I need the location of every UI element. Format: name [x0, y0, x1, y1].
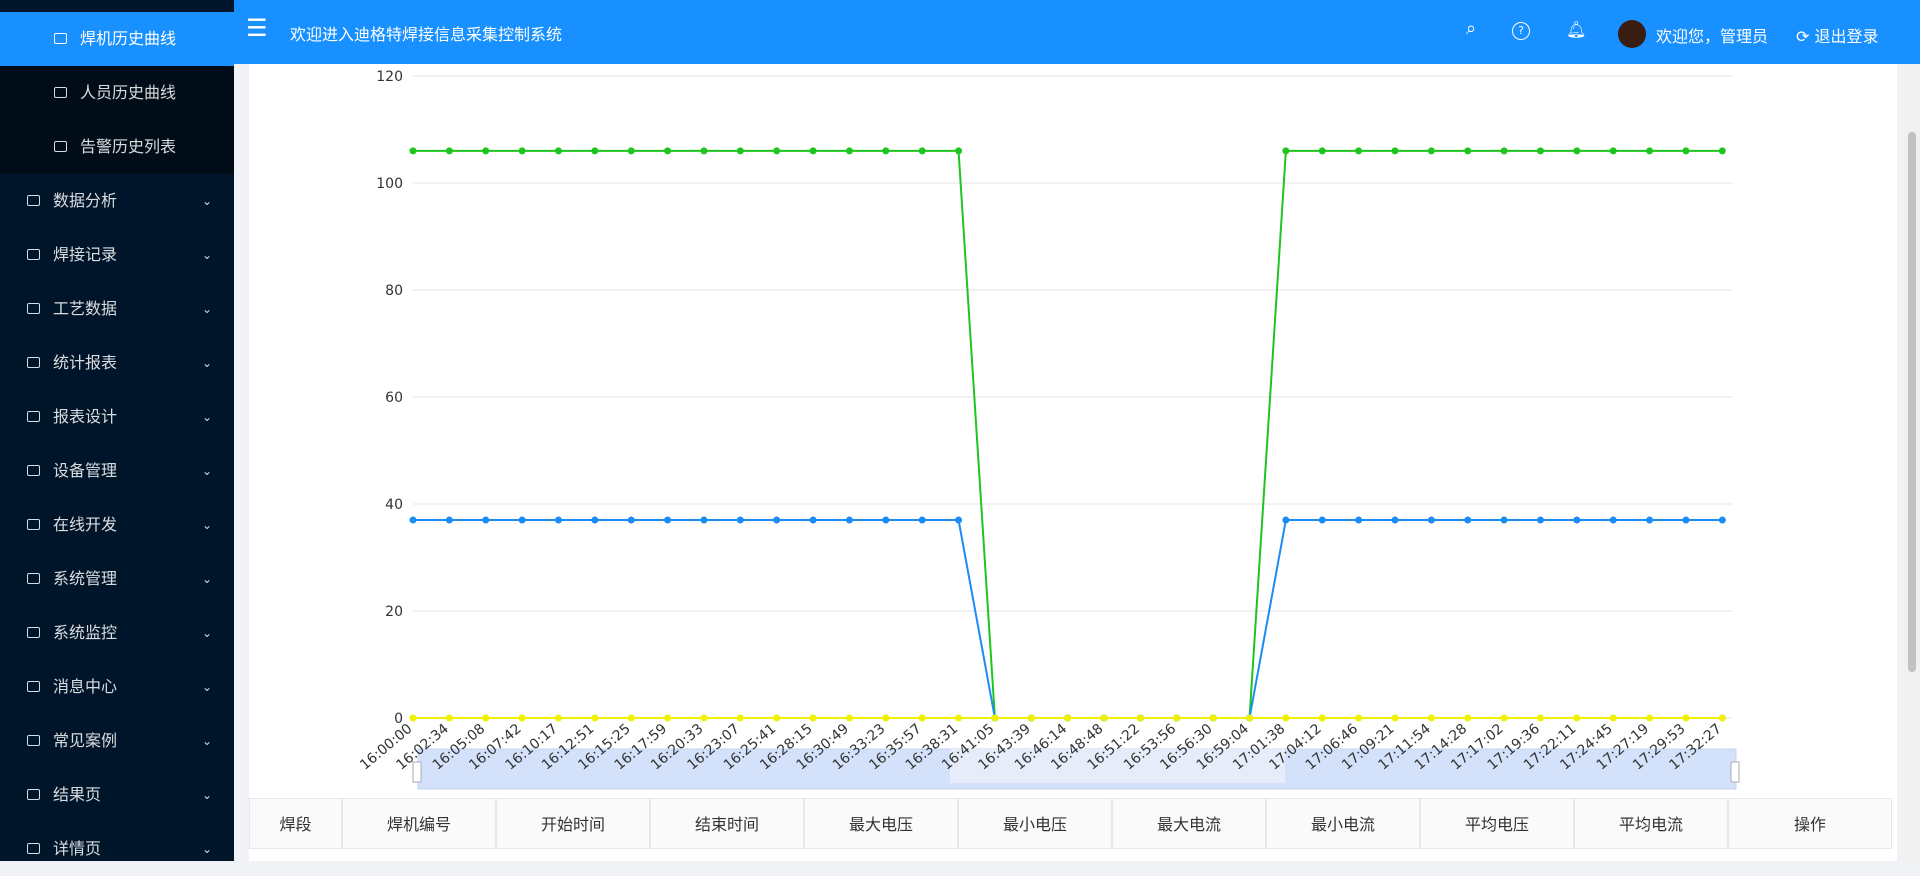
- menu-item[interactable]: 消息中心 ⌄: [0, 660, 234, 714]
- logout-text[interactable]: 退出登录: [1814, 27, 1879, 46]
- menu-arrow: ⌄: [201, 680, 212, 694]
- menu-label: 数据分析: [53, 191, 118, 210]
- menu-label: 在线开发: [53, 515, 118, 534]
- menu-icon: [27, 249, 40, 260]
- table-header-cell: 焊段: [249, 798, 342, 849]
- table-header-cell: 平均电流: [1574, 798, 1728, 849]
- menu-item[interactable]: 在线开发 ⌄: [0, 498, 234, 552]
- menu-item[interactable]: 工艺数据 ⌄: [0, 282, 234, 336]
- table-header-cell: 最大电流: [1112, 798, 1266, 849]
- table-header-cell: 结束时间: [650, 798, 804, 849]
- menu-label: 详情页: [53, 839, 102, 858]
- menu-arrow: ⌄: [201, 356, 212, 370]
- menu-item[interactable]: 焊机历史曲线: [0, 12, 234, 66]
- bell-icon[interactable]: 🔔︎: [1566, 20, 1587, 39]
- menu-arrow: ⌄: [201, 302, 212, 316]
- menu-label: 焊机历史曲线: [80, 29, 177, 48]
- menu-item[interactable]: 系统管理 ⌄: [0, 552, 234, 606]
- scrollbar[interactable]: [1903, 64, 1920, 861]
- menu-label: 工艺数据: [53, 299, 118, 318]
- menu-arrow: ⌄: [201, 626, 212, 640]
- menu-item[interactable]: 焊接记录 ⌄: [0, 228, 234, 282]
- header: ☰ 欢迎进入迪格特焊接信息采集控制系统 ⌕ ? 🔔︎ 欢迎您，管理员 ⟳ 退出登…: [234, 0, 1920, 64]
- menu-label: 告警历史列表: [80, 137, 177, 156]
- menu-icon: [54, 141, 67, 152]
- menu-item[interactable]: 结果页 ⌄: [0, 768, 234, 822]
- menu-item[interactable]: 数据分析 ⌄: [0, 174, 234, 228]
- menu-icon: [54, 87, 67, 98]
- menu-label: 消息中心: [53, 677, 118, 696]
- menu-item[interactable]: 人员历史曲线: [0, 66, 234, 120]
- search-icon[interactable]: ⌕: [1466, 18, 1477, 39]
- menu-label: 系统监控: [53, 623, 118, 642]
- menu-icon: [54, 33, 67, 44]
- menu-item[interactable]: 统计报表 ⌄: [0, 336, 234, 390]
- table-header-cell: 最小电压: [958, 798, 1112, 849]
- help-icon[interactable]: ?: [1512, 22, 1530, 40]
- menu-label: 常见案例: [53, 731, 118, 750]
- menu-label: 人员历史曲线: [80, 83, 177, 102]
- menu-label: 系统管理: [53, 569, 118, 588]
- content: [249, 64, 1897, 861]
- menu-item[interactable]: 设备管理 ⌄: [0, 444, 234, 498]
- menu-item[interactable]: 详情页 ⌄: [0, 822, 234, 876]
- menu-item[interactable]: 告警历史列表: [0, 120, 234, 174]
- menu-arrow: ⌄: [201, 518, 212, 532]
- header-title: 欢迎进入迪格特焊接信息采集控制系统: [290, 25, 563, 44]
- menu-arrow: ⌄: [201, 248, 212, 262]
- menu-icon: [27, 681, 40, 692]
- menu-arrow: ⌄: [201, 410, 212, 424]
- menu-arrow: ⌄: [201, 734, 212, 748]
- table-header-cell: 焊机编号: [342, 798, 496, 849]
- menu-icon: [27, 735, 40, 746]
- menu-icon: [27, 465, 40, 476]
- menu-item[interactable]: 系统监控 ⌄: [0, 606, 234, 660]
- table-header-cell: 最大电压: [804, 798, 958, 849]
- table-header-cell: 开始时间: [496, 798, 650, 849]
- menu-icon: [27, 789, 40, 800]
- menu-label: 统计报表: [53, 353, 118, 372]
- menu-item[interactable]: 报表设计 ⌄: [0, 390, 234, 444]
- menu-label: 结果页: [53, 785, 102, 804]
- menu-icon: [27, 627, 40, 638]
- menu-icon: [27, 195, 40, 206]
- menu-item[interactable]: 常见案例 ⌄: [0, 714, 234, 768]
- menu-icon: [27, 573, 40, 584]
- menu-icon: [27, 843, 40, 854]
- sidebar: 焊机历史曲线 人员历史曲线 告警历史列表 数据分析 ⌄ 焊接记录 ⌄ 工艺数据 ⌄ 统计报表 ⌄ 报表…: [0, 0, 234, 861]
- scroll-thumb[interactable]: [1908, 132, 1916, 672]
- menu-label: 报表设计: [53, 407, 118, 426]
- menu-icon: [27, 357, 40, 368]
- avatar[interactable]: [1618, 20, 1646, 48]
- menu-icon: [27, 519, 40, 530]
- user-name[interactable]: 欢迎您，管理员: [1656, 27, 1769, 46]
- menu-label: 焊接记录: [53, 245, 118, 264]
- menu-arrow: ⌄: [201, 788, 212, 802]
- table-header-cell: 最小电流: [1266, 798, 1420, 849]
- table-header-cell: 操作: [1728, 798, 1892, 849]
- menu-arrow: ⌄: [201, 194, 212, 208]
- logout[interactable]: ⟳ 退出登录: [1796, 27, 1879, 46]
- menu-icon: [27, 303, 40, 314]
- menu-label: 设备管理: [53, 461, 118, 480]
- menu-arrow: ⌄: [201, 572, 212, 586]
- table-header-cell: 平均电压: [1420, 798, 1574, 849]
- menu-arrow: ⌄: [201, 842, 212, 856]
- menu-icon: [27, 411, 40, 422]
- menu-arrow: ⌄: [201, 464, 212, 478]
- menu-toggle[interactable]: ☰: [246, 14, 268, 42]
